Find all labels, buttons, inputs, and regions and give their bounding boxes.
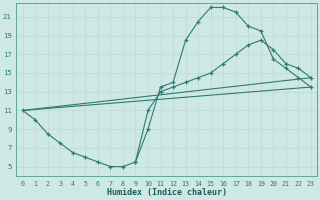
X-axis label: Humidex (Indice chaleur): Humidex (Indice chaleur) bbox=[107, 188, 227, 197]
